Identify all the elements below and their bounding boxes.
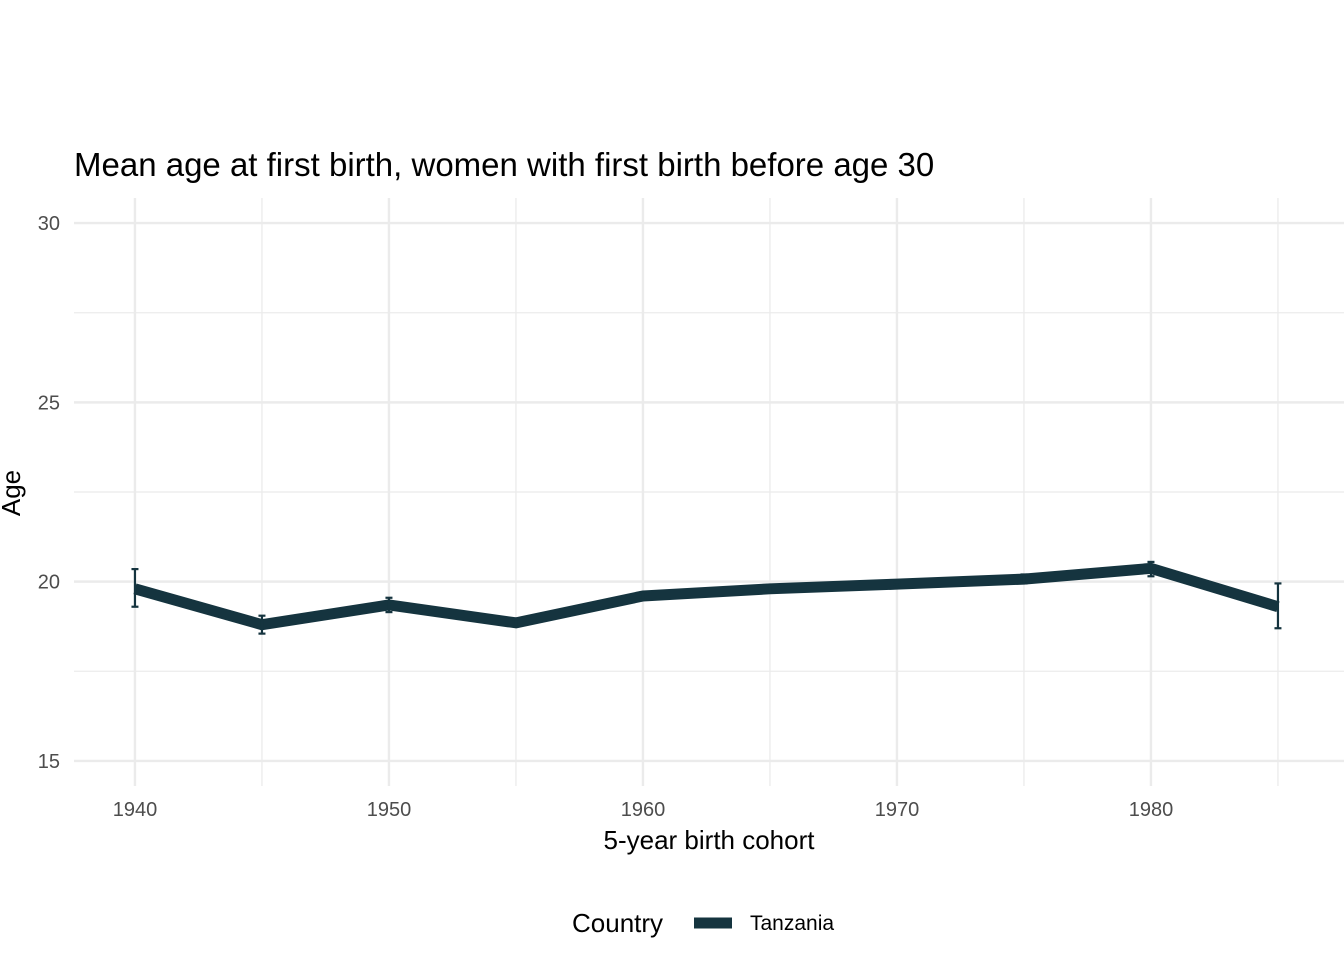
error-bar [1274, 582, 1282, 630]
error-bar [1020, 573, 1028, 585]
x-tick-label: 1970 [875, 799, 920, 821]
x-tick-label: 1980 [1129, 799, 1174, 821]
legend-title: Country [572, 908, 663, 938]
series-line-tanzania [133, 562, 1280, 631]
x-tick-label: 1950 [367, 799, 412, 821]
legend: Country Tanzania [572, 908, 834, 938]
x-tick-label: 1960 [621, 799, 666, 821]
error-bar [385, 596, 393, 614]
x-axis-title: 5-year birth cohort [604, 825, 816, 855]
tick-labels: 15 20 25 30 1940 1950 1960 1970 1980 [38, 213, 1173, 821]
error-bar [766, 584, 774, 593]
legend-label-tanzania: Tanzania [750, 912, 834, 935]
error-bar [258, 614, 266, 635]
y-tick-label: 20 [38, 572, 60, 594]
chart-title: Mean age at first birth, women with firs… [74, 146, 934, 183]
series-group [131, 560, 1282, 635]
y-tick-label: 30 [38, 213, 60, 235]
x-tick-label: 1940 [113, 799, 158, 821]
error-bar [512, 618, 520, 628]
error-bar [639, 591, 647, 601]
error-bar [131, 567, 139, 608]
grid [74, 198, 1344, 786]
y-tick-label: 25 [38, 392, 60, 414]
y-axis-title: Age [0, 470, 26, 516]
y-tick-label: 15 [38, 751, 60, 773]
error-bar [893, 580, 901, 588]
error-bar [1147, 560, 1155, 578]
